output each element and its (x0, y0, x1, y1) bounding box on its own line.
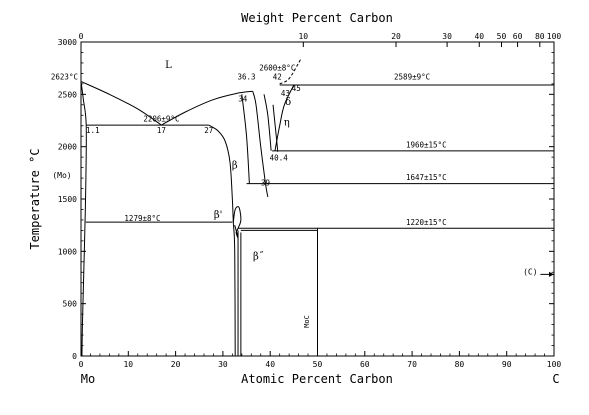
x-tick-label: 20 (171, 360, 181, 369)
x-tick-label: 10 (123, 360, 133, 369)
top-tick-label: 30 (442, 32, 452, 41)
top-tick-label: 40 (474, 32, 484, 41)
phase-boundary-liquidus-left (80, 81, 162, 126)
annotation-label: 36.3 (238, 73, 256, 82)
phase-boundary-delta-right (274, 84, 295, 151)
annotation-label: 34 (238, 95, 248, 104)
y-tick-label: 500 (63, 300, 78, 309)
phase-boundary-mo-solidus (80, 81, 87, 357)
annotation-label: 43 (281, 89, 290, 98)
x-tick-label: 0 (79, 360, 84, 369)
right-element-label: C (552, 372, 559, 386)
annotation-label: 2600±8°C (259, 63, 295, 72)
carbon-arrow-head (549, 271, 554, 277)
phase-label: δ (285, 97, 291, 108)
phase-label: (C) (523, 267, 537, 276)
annotation-label: 27 (204, 126, 213, 135)
y-tick-label: 1000 (58, 247, 77, 256)
phase-boundary-eta-left (263, 94, 272, 151)
phase-label: η (284, 118, 290, 129)
labels-layer: Lβ β' β˝ δη MoC (C) 2623°C 2206±9°C 1.1 17 27 36.3 3… (51, 60, 538, 328)
top-tick-label: 60 (513, 32, 523, 41)
phase-boundary-beta-dome-left (241, 94, 250, 184)
annotation-label: 1960±15°C (406, 141, 447, 150)
phase-label: L (165, 60, 172, 71)
y-tick-label: 3000 (58, 38, 77, 47)
x-tick-label: 50 (313, 360, 323, 369)
x-tick-label: 60 (360, 360, 370, 369)
x-tick-label: 40 (265, 360, 275, 369)
left-element-label: Mo (81, 372, 95, 386)
top-tick-label: 50 (497, 32, 507, 41)
annotation-label: 1.1 (86, 126, 100, 135)
top-tick-label: 100 (547, 32, 562, 41)
annotation-label: 2206±9°C (143, 115, 179, 124)
left-axis-sublabel: (Mo) (52, 171, 71, 180)
y-tick-label: 2000 (58, 143, 77, 152)
top-axis-title: Weight Percent Carbon (241, 11, 393, 25)
x-tick-label: 90 (502, 360, 512, 369)
annotation-label: 42 (273, 73, 282, 82)
phase-boundary-beta-left (208, 124, 236, 357)
phase-boundary-liquidus-right (279, 58, 302, 85)
annotation-label: 2589±9°C (394, 73, 430, 82)
bottom-axis-title: Atomic Percent Carbon (241, 372, 393, 386)
left-axis-title: Temperature °C (28, 148, 42, 249)
phase-label: β' (214, 210, 223, 221)
annotation-label: 2623°C (51, 73, 78, 82)
top-tick-label: 20 (391, 32, 401, 41)
top-tick-label: 80 (535, 32, 545, 41)
top-tick-label: 10 (298, 32, 308, 41)
phase-boundary-liquidus-mid (161, 90, 253, 126)
annotation-label: 40.4 (270, 153, 289, 162)
x-tick-label: 80 (455, 360, 465, 369)
annotation-label: 1647±15°C (406, 173, 447, 182)
annotation-label: 45 (292, 84, 301, 93)
phase-label: MoC (303, 315, 311, 328)
annotation-label: 1279±8°C (124, 214, 160, 223)
x-tick-label: 100 (547, 360, 562, 369)
x-tick-label: 30 (218, 360, 228, 369)
phase-boundary-eta-right (272, 104, 279, 152)
phase-label: β˝ (253, 252, 264, 263)
annotation-label: 17 (157, 126, 166, 135)
phase-label: β (232, 161, 238, 172)
ticks-layer: 0 10 20 30 40 50 60 70 80 90 100050010001500200025… (58, 32, 562, 369)
x-tick-label: 70 (407, 360, 417, 369)
annotation-label: 39 (261, 178, 270, 187)
annotation-label: 1220±15°C (406, 218, 447, 227)
top-tick-label: 0 (79, 32, 84, 41)
y-tick-label: 1500 (58, 195, 77, 204)
phase-boundary-beta-right (252, 91, 269, 197)
lines-layer (80, 58, 554, 357)
y-tick-label: 0 (72, 352, 77, 361)
y-tick-label: 2500 (58, 90, 77, 99)
